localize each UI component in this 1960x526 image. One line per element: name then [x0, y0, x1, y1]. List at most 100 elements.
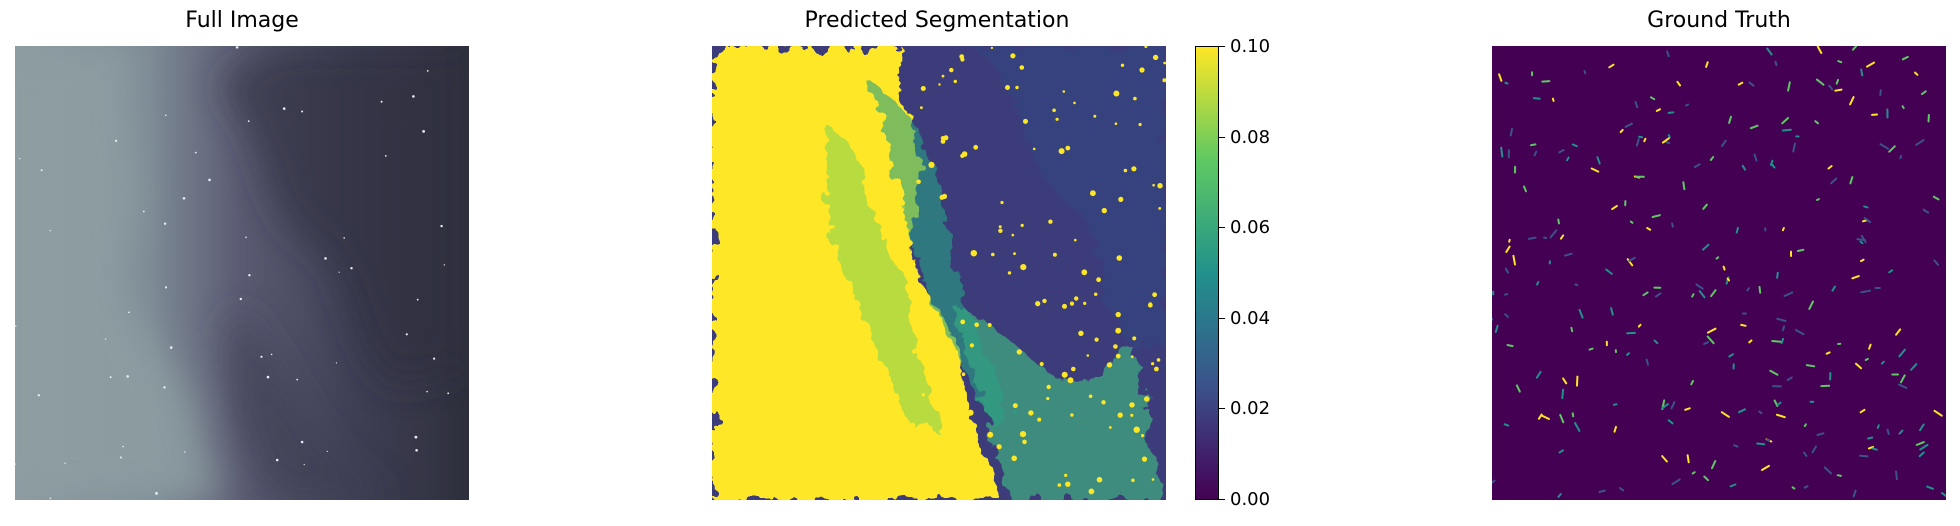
speck	[447, 392, 450, 395]
label-mark	[1758, 285, 1762, 294]
label-mark	[1588, 347, 1594, 351]
label-mark	[1722, 265, 1726, 271]
label-mark	[1834, 88, 1843, 92]
speck	[1007, 271, 1012, 275]
label-mark	[1859, 454, 1869, 458]
label-mark	[1608, 63, 1615, 69]
label-mark	[1557, 493, 1562, 498]
speck	[248, 274, 251, 277]
speck	[1144, 46, 1148, 49]
speck	[1129, 402, 1135, 408]
label-mark	[1695, 283, 1704, 290]
speck	[1163, 61, 1166, 65]
speck	[1046, 384, 1051, 390]
speck	[960, 153, 965, 158]
speck	[1088, 488, 1095, 495]
label-mark	[1691, 293, 1695, 298]
label-mark	[1690, 379, 1694, 386]
label-mark	[1558, 449, 1564, 454]
speck	[300, 440, 304, 444]
label-mark	[1578, 308, 1584, 319]
label-mark	[1849, 96, 1855, 106]
speck	[266, 375, 270, 379]
speck	[303, 464, 305, 466]
speck	[1074, 238, 1077, 242]
label-mark	[1667, 111, 1675, 114]
speck	[128, 311, 130, 314]
speck	[412, 95, 415, 98]
speck	[1151, 478, 1155, 481]
label-mark	[1922, 208, 1930, 214]
label-mark	[1774, 60, 1778, 67]
speck	[1037, 417, 1042, 422]
speck	[950, 427, 956, 433]
label-mark	[1530, 143, 1537, 147]
speck	[928, 161, 935, 168]
speck	[165, 114, 167, 117]
label-mark	[1559, 234, 1565, 240]
speck	[939, 194, 945, 200]
speck	[998, 228, 1003, 233]
speck	[967, 409, 974, 416]
label-mark	[1830, 177, 1838, 185]
label-mark	[1814, 120, 1819, 125]
label-mark	[1852, 46, 1858, 51]
label-mark	[1626, 258, 1634, 267]
ground-truth-image	[1492, 46, 1946, 500]
speck	[921, 392, 926, 397]
label-mark	[1611, 204, 1618, 211]
speck	[1064, 473, 1068, 477]
label-mark	[1549, 229, 1558, 239]
speck	[1028, 410, 1034, 416]
label-mark	[1729, 483, 1737, 488]
label-mark	[1776, 317, 1787, 322]
label-mark	[1667, 419, 1674, 425]
speck	[326, 450, 328, 452]
label-mark	[1859, 258, 1865, 263]
label-mark	[1642, 291, 1649, 297]
label-mark	[1867, 445, 1874, 450]
speck	[235, 46, 239, 49]
speck	[1147, 302, 1153, 308]
label-mark	[1655, 292, 1662, 298]
colorbar-tick-label: 0.10	[1230, 36, 1271, 57]
label-mark	[1570, 326, 1574, 333]
speck	[37, 394, 40, 397]
label-mark	[1504, 313, 1509, 318]
speck	[1151, 362, 1155, 366]
label-mark	[1816, 198, 1820, 201]
label-mark	[1655, 108, 1661, 112]
label-mark	[1941, 492, 1946, 497]
label-mark	[1901, 105, 1905, 109]
label-mark	[1693, 163, 1701, 168]
predicted-segmentation-image	[712, 46, 1166, 500]
speck	[40, 169, 43, 172]
speck	[1062, 303, 1067, 309]
speck	[405, 333, 408, 336]
label-mark	[1706, 335, 1715, 345]
label-mark	[1671, 478, 1681, 486]
speck	[1116, 255, 1123, 261]
speck	[1065, 145, 1071, 151]
speck	[1139, 67, 1145, 73]
speck	[49, 497, 52, 500]
label-mark	[1574, 422, 1581, 432]
label-mark	[1792, 142, 1796, 153]
speck	[1070, 413, 1074, 417]
speck	[1010, 53, 1016, 59]
speck	[1152, 292, 1157, 298]
speck	[1005, 85, 1010, 90]
speck	[1069, 301, 1075, 306]
speck	[938, 83, 941, 86]
label-mark	[1766, 47, 1773, 56]
label-mark	[1831, 285, 1836, 292]
label-mark	[1728, 353, 1734, 358]
label-mark	[1933, 259, 1940, 266]
label-mark	[1781, 117, 1789, 125]
label-mark	[1776, 401, 1782, 406]
label-mark	[1619, 128, 1624, 134]
speck	[1144, 396, 1150, 402]
speck	[1046, 396, 1050, 401]
label-mark	[1860, 289, 1871, 294]
speck	[184, 451, 186, 453]
